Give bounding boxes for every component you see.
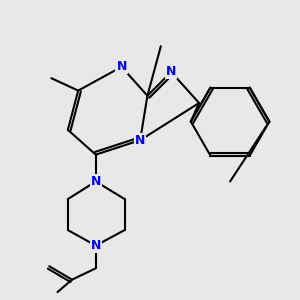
Text: N: N: [91, 239, 101, 252]
Text: N: N: [116, 60, 127, 73]
Text: N: N: [166, 65, 176, 79]
Text: N: N: [91, 175, 101, 188]
Text: N: N: [135, 134, 146, 147]
